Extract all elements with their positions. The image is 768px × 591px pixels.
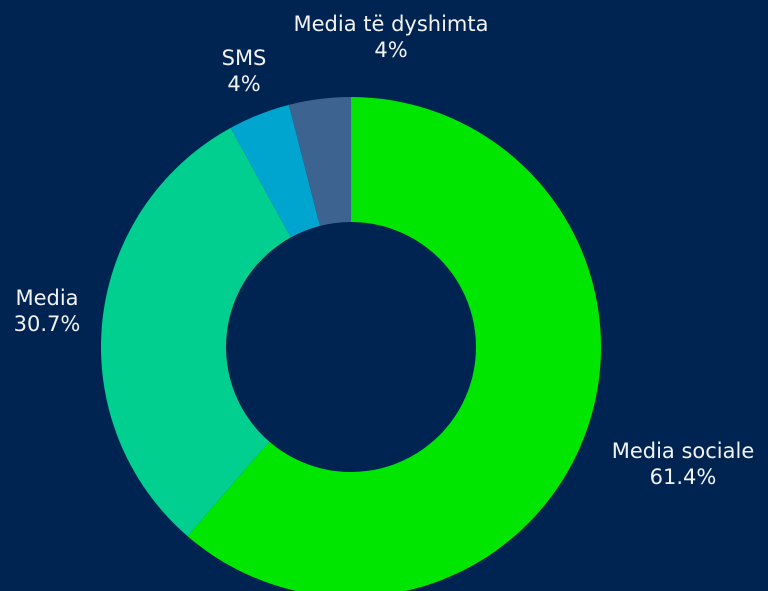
slice-label-name: Media [15, 286, 78, 310]
slice-label-value: 61.4% [650, 465, 717, 489]
slice-label-name: Media sociale [612, 439, 755, 463]
donut-slice [187, 97, 601, 591]
slice-label-name: Media të dyshimta [294, 12, 489, 36]
donut-slice [230, 104, 320, 238]
slice-label-value: 4% [227, 72, 260, 96]
slice-label-name: SMS [222, 46, 267, 70]
slice-label-value: 30.7% [14, 312, 81, 336]
donut-slice [100, 127, 291, 537]
donut-slice [288, 97, 351, 226]
slice-label-value: 4% [374, 38, 407, 62]
